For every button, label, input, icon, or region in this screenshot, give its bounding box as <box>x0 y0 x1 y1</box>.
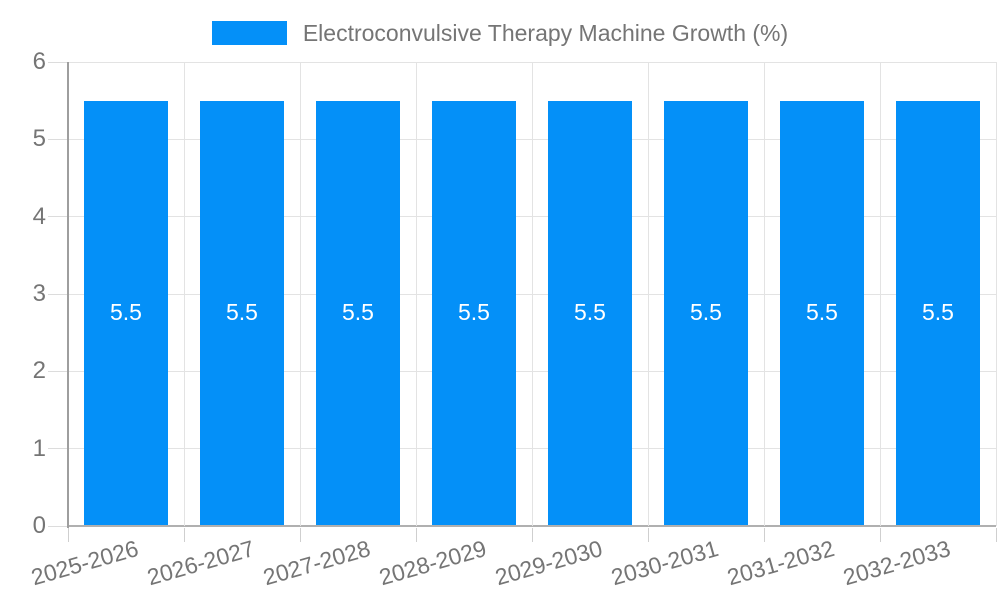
legend[interactable]: Electroconvulsive Therapy Machine Growth… <box>0 20 1000 46</box>
y-axis-tick-label: 4 <box>32 202 46 230</box>
legend-swatch <box>211 21 287 45</box>
x-tick-mark <box>763 528 765 542</box>
x-gridline <box>531 62 533 526</box>
bar-value-label: 5.5 <box>342 299 374 326</box>
y-tick-mark <box>48 138 68 140</box>
x-gridline <box>299 62 301 526</box>
x-tick-mark <box>415 528 417 542</box>
x-axis-line <box>68 525 996 527</box>
legend-label: Electroconvulsive Therapy Machine Growth… <box>302 19 789 46</box>
bar-value-label: 5.5 <box>806 299 838 326</box>
y-axis-tick-label: 5 <box>32 125 46 153</box>
bar[interactable]: 5.5 <box>84 100 168 525</box>
bar[interactable]: 5.5 <box>548 100 632 525</box>
x-gridline <box>879 62 881 526</box>
x-gridline <box>763 62 765 526</box>
bar[interactable]: 5.5 <box>200 100 284 525</box>
bar[interactable]: 5.5 <box>432 100 516 525</box>
x-gridline <box>415 62 417 526</box>
bar-value-label: 5.5 <box>226 299 258 326</box>
bar[interactable]: 5.5 <box>664 100 748 525</box>
bar[interactable]: 5.5 <box>316 100 400 525</box>
y-axis-tick-label: 3 <box>32 280 46 307</box>
bar-value-label: 5.5 <box>690 299 722 326</box>
x-tick-mark <box>67 528 69 542</box>
y-tick-mark <box>48 293 68 295</box>
x-tick-mark <box>647 528 649 542</box>
y-tick-mark <box>48 216 68 218</box>
y-axis-tick-label: 2 <box>32 357 46 385</box>
bar-value-label: 5.5 <box>458 299 490 326</box>
x-tick-mark <box>531 528 533 542</box>
y-axis-tick-label: 6 <box>32 48 46 75</box>
x-tick-mark <box>879 528 881 542</box>
x-gridline <box>995 62 997 526</box>
y-axis-tick-label: 0 <box>32 512 46 539</box>
y-axis-tick-label: 1 <box>32 434 46 462</box>
x-gridline <box>183 62 185 526</box>
y-tick-mark <box>48 525 68 527</box>
x-tick-mark <box>995 528 997 542</box>
y-tick-mark <box>48 61 68 63</box>
y-tick-mark <box>48 370 68 372</box>
x-gridline <box>647 62 649 526</box>
x-tick-mark <box>299 528 301 542</box>
x-tick-mark <box>183 528 185 542</box>
bar-value-label: 5.5 <box>922 299 954 326</box>
bar-value-label: 5.5 <box>574 299 606 326</box>
bar[interactable]: 5.5 <box>896 100 980 525</box>
y-axis-line <box>67 62 69 528</box>
y-tick-mark <box>48 448 68 450</box>
bar[interactable]: 5.5 <box>780 100 864 525</box>
bar-value-label: 5.5 <box>110 299 142 326</box>
